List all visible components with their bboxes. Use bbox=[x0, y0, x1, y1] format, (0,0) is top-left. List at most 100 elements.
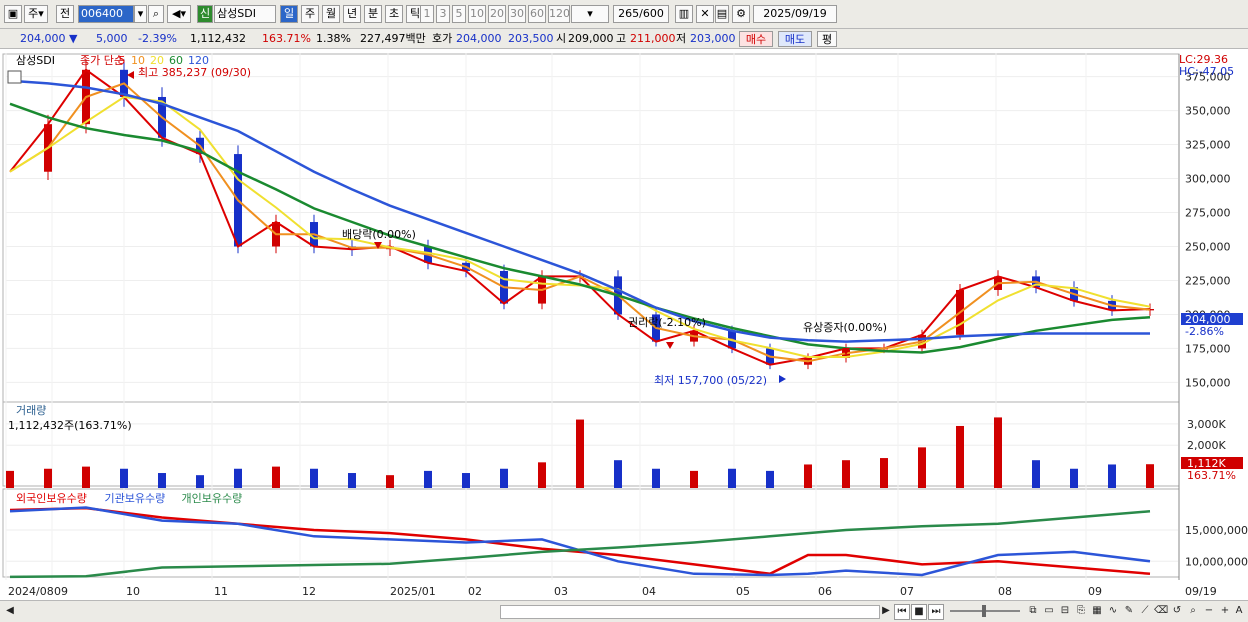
rights-arrow-icon bbox=[666, 342, 674, 349]
tab-period-3[interactable]: 년 bbox=[343, 5, 361, 23]
interval-20[interactable]: 20 bbox=[488, 5, 506, 23]
copy-icon[interactable]: ⎘ bbox=[1077, 605, 1085, 616]
interval-30[interactable]: 30 bbox=[508, 5, 526, 23]
interval-1[interactable]: 1 bbox=[420, 5, 434, 23]
chart-type-icon[interactable]: ▣ bbox=[4, 5, 22, 23]
panel-icon[interactable]: ▭ bbox=[1044, 605, 1054, 616]
tab-period-6[interactable]: 틱 bbox=[406, 5, 424, 23]
prev-button[interactable]: 전 bbox=[56, 5, 74, 23]
volume-tag bbox=[1181, 457, 1243, 469]
stock-name[interactable]: 삼성SDI bbox=[214, 5, 276, 23]
gear-icon[interactable]: ⚙ bbox=[732, 5, 750, 23]
holding-y-tick-0: 15,000,000 bbox=[1185, 524, 1248, 537]
stop-icon[interactable]: ■ bbox=[911, 604, 927, 620]
interval-10[interactable]: 10 bbox=[468, 5, 486, 23]
stock-code-input[interactable]: 006400 bbox=[78, 5, 134, 23]
scroll-left-icon[interactable]: ◀ bbox=[6, 605, 14, 616]
panel-frame-1 bbox=[2, 401, 1180, 487]
high-label: 고 bbox=[616, 32, 627, 45]
interval-input[interactable]: ▾ bbox=[571, 5, 609, 23]
avg-button[interactable]: 평 bbox=[817, 31, 837, 47]
save-icon[interactable]: ▤ bbox=[715, 5, 729, 23]
tab-period-4[interactable]: 분 bbox=[364, 5, 382, 23]
x-tick-1: 09 bbox=[54, 585, 68, 598]
change-percent: -2.39% bbox=[138, 32, 177, 45]
cross-icon[interactable]: ✕ bbox=[696, 5, 714, 23]
price-value: 204,000 bbox=[20, 32, 66, 45]
font-icon[interactable]: A bbox=[1235, 605, 1243, 616]
count-field[interactable]: 265/600 bbox=[613, 5, 669, 23]
mode-select[interactable]: 주▾ bbox=[24, 5, 48, 23]
trade-amount: 227,497백만 bbox=[360, 32, 426, 45]
volume-bar bbox=[1032, 460, 1040, 488]
y-tick-5: 250,000 bbox=[1185, 240, 1231, 253]
volume-bar bbox=[614, 460, 622, 488]
x-tick-9: 05 bbox=[736, 585, 750, 598]
price-legend-name: 삼성SDI bbox=[16, 54, 55, 67]
panel-frames bbox=[2, 53, 1180, 580]
volume-bar bbox=[44, 468, 52, 488]
search-icon[interactable]: ⌕ bbox=[148, 5, 164, 23]
tab-period-1[interactable]: 주 bbox=[301, 5, 319, 23]
panel-frame-0 bbox=[2, 53, 1180, 407]
scroll-right-icon[interactable]: ▶ bbox=[882, 605, 890, 616]
holding-lines bbox=[9, 506, 1151, 579]
interval-5[interactable]: 5 bbox=[452, 5, 466, 23]
lc-label: LC:29.36 bbox=[1179, 53, 1228, 66]
last-page-icon[interactable]: ⏭ bbox=[928, 604, 944, 620]
first-page-icon[interactable]: ⏮ bbox=[894, 604, 910, 620]
volume-value: 1,112,432 bbox=[190, 32, 246, 45]
date-field[interactable]: 2025/09/19 bbox=[753, 5, 837, 23]
volume-bar bbox=[234, 468, 242, 488]
high-price: 211,000 bbox=[630, 32, 676, 45]
zoom-slider-handle[interactable] bbox=[982, 605, 986, 617]
holding-y-tick-1: 10,000,000 bbox=[1185, 555, 1248, 568]
tab-period-2[interactable]: 월 bbox=[322, 5, 340, 23]
y-tick-2: 325,000 bbox=[1185, 139, 1231, 152]
zoom-in-icon[interactable]: ⌕ bbox=[1190, 605, 1196, 616]
candle-icon[interactable]: ▥ bbox=[675, 5, 693, 23]
sell-button[interactable]: 매도 bbox=[778, 31, 812, 47]
open-label: 시 bbox=[556, 32, 567, 45]
capital-event: 유상증자(0.00%) bbox=[803, 321, 887, 334]
split-icon[interactable]: ⊟ bbox=[1060, 605, 1070, 616]
interval-120[interactable]: 120 bbox=[548, 5, 570, 23]
volume-bar bbox=[728, 468, 736, 488]
x-tick-2: 10 bbox=[126, 585, 140, 598]
volume-bar bbox=[196, 475, 204, 488]
volume-title: 거래량 bbox=[16, 404, 46, 417]
line-icon[interactable]: ⟋ bbox=[1141, 605, 1149, 616]
x-tick-5: 2025/01 bbox=[390, 585, 436, 598]
tab-period-0[interactable]: 일 bbox=[280, 5, 298, 23]
speaker-icon[interactable]: ◀▾ bbox=[167, 5, 191, 23]
scrollbar[interactable]: ◀ ▶ ⏮ ■ ⏭ ⧉ ▭ ⊟ ⎘ ▦ ∿ ✎ ⟋ ⌫ ↺ ⌕ − + A bbox=[0, 600, 1248, 622]
scroll-thumb[interactable] bbox=[500, 605, 880, 619]
grid-lines bbox=[5, 53, 1178, 580]
low-arrow-icon bbox=[779, 375, 786, 383]
count-total: 600 bbox=[642, 7, 664, 20]
volume-bar bbox=[538, 462, 546, 488]
tab-period-5[interactable]: 초 bbox=[385, 5, 403, 23]
volume-bar bbox=[994, 417, 1002, 488]
credit-badge: 신 bbox=[197, 5, 213, 23]
zoom-out-icon[interactable]: − bbox=[1204, 605, 1214, 616]
low-label: 저 bbox=[676, 32, 687, 45]
holding-legend: 외국인보유수량 기관보유수량 개인보유수량 bbox=[16, 492, 242, 505]
volume-ratio: 163.71% bbox=[262, 32, 311, 45]
layout-icon[interactable]: ⧉ bbox=[1029, 605, 1037, 616]
info-bar: 204,000 ▼ 5,000 -2.39% 1,112,432 163.71%… bbox=[0, 29, 1248, 49]
table-toggle-icon[interactable] bbox=[7, 70, 22, 84]
interval-3[interactable]: 3 bbox=[436, 5, 450, 23]
dividend-arrow-icon bbox=[374, 242, 382, 249]
add-icon[interactable]: + bbox=[1220, 605, 1230, 616]
interval-60[interactable]: 60 bbox=[528, 5, 546, 23]
code-dropdown-icon[interactable]: ▾ bbox=[134, 5, 147, 23]
buy-button[interactable]: 매수 bbox=[739, 31, 773, 47]
erase-icon[interactable]: ⌫ bbox=[1154, 605, 1169, 616]
x-tick-7: 03 bbox=[554, 585, 568, 598]
draw-icon[interactable]: ✎ bbox=[1124, 605, 1134, 616]
reset-icon[interactable]: ↺ bbox=[1172, 605, 1182, 616]
table-icon[interactable]: ▦ bbox=[1092, 605, 1102, 616]
stock-chart[interactable]: 375,000 350,000 325,000 300,000 275,000 250,0… bbox=[0, 49, 1248, 600]
trend-icon[interactable]: ∿ bbox=[1108, 605, 1118, 616]
